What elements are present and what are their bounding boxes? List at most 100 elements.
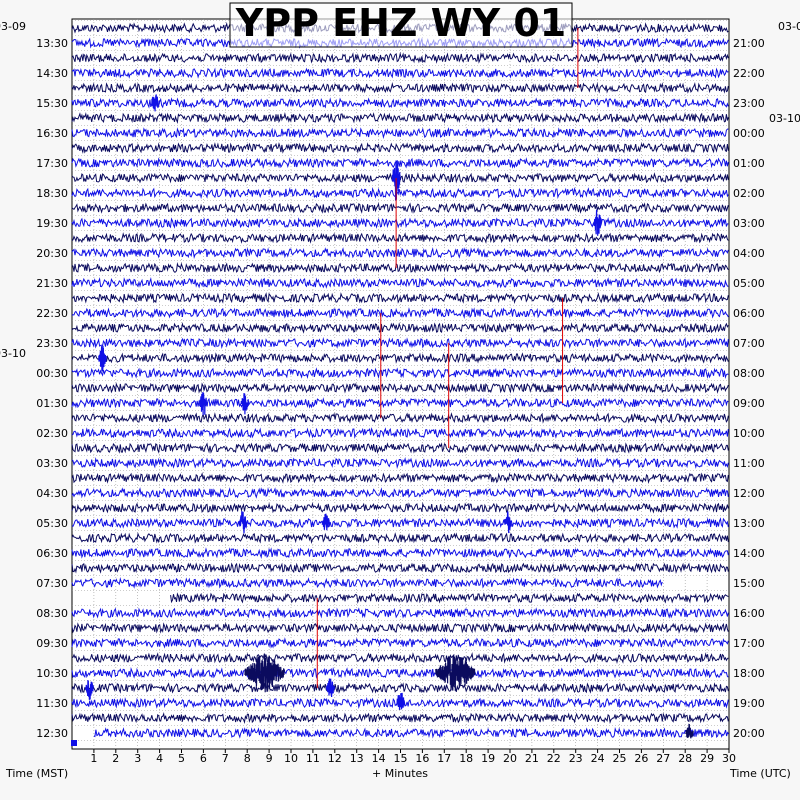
seismic-event xyxy=(685,723,694,739)
left-hour-label: 05:30 xyxy=(36,517,68,530)
x-tick-label: 6 xyxy=(200,752,207,765)
seismic-trace xyxy=(71,622,729,634)
x-tick-label: 17 xyxy=(437,752,451,765)
seismic-trace xyxy=(71,322,729,334)
left-axis-label: Time (MST) xyxy=(5,767,68,780)
seismic-event xyxy=(244,653,285,693)
x-tick-label: 3 xyxy=(134,752,141,765)
right-hour-label: 16:00 xyxy=(733,607,765,620)
left-hour-label: 06:30 xyxy=(36,547,68,560)
seismic-trace xyxy=(71,261,729,274)
seismic-trace xyxy=(71,232,729,244)
seismic-trace xyxy=(71,382,729,394)
left-hour-label: 23:30 xyxy=(36,337,68,350)
seismic-trace xyxy=(71,97,729,109)
right-hour-label: 18:00 xyxy=(733,667,765,680)
seismic-trace xyxy=(71,666,729,679)
x-tick-label: 21 xyxy=(525,752,539,765)
right-hour-label: 01:00 xyxy=(733,157,765,170)
left-hour-label: 20:30 xyxy=(36,247,68,260)
x-tick-label: 9 xyxy=(266,752,273,765)
seismic-trace xyxy=(71,51,729,64)
seismic-trace xyxy=(71,682,729,694)
right-hour-label: 06:00 xyxy=(733,307,765,320)
left-hour-label: 02:30 xyxy=(36,427,68,440)
right-hour-label: 08:00 xyxy=(733,367,765,380)
seismic-trace xyxy=(71,292,729,304)
seismic-trace xyxy=(71,186,729,199)
seismic-trace xyxy=(71,127,729,140)
x-tick-label: 20 xyxy=(503,752,517,765)
right-hour-label: 14:00 xyxy=(733,547,765,560)
right-date-label: 03-09 xyxy=(778,20,800,33)
seismic-trace xyxy=(71,712,729,725)
seismic-trace xyxy=(71,202,729,214)
x-tick-label: 18 xyxy=(459,752,473,765)
left-hour-label: 03:30 xyxy=(36,457,68,470)
right-hour-label: 05:00 xyxy=(733,277,765,290)
seismic-event xyxy=(150,94,160,112)
seismic-trace xyxy=(71,247,729,260)
x-tick-label: 22 xyxy=(547,752,561,765)
left-date-label: 03-09 xyxy=(0,20,26,33)
seismic-trace xyxy=(71,442,729,454)
left-hour-label: 09:30 xyxy=(36,637,68,650)
event-markers xyxy=(71,28,694,746)
right-hour-label: 02:00 xyxy=(733,187,765,200)
seismic-trace xyxy=(71,532,729,544)
right-hour-label: 19:00 xyxy=(733,697,765,710)
left-hour-label: 07:30 xyxy=(36,577,68,590)
seismic-trace xyxy=(71,502,729,514)
seismic-trace xyxy=(71,157,729,169)
right-hour-label: 09:00 xyxy=(733,397,765,410)
seismic-event xyxy=(396,692,405,710)
seismic-trace xyxy=(71,607,729,620)
right-hour-label: 12:00 xyxy=(733,487,765,500)
seismic-trace xyxy=(71,427,729,439)
x-tick-label: 8 xyxy=(244,752,251,765)
right-date-label: 03-10 xyxy=(769,112,800,125)
seismic-trace xyxy=(71,337,729,350)
x-tick-label: 27 xyxy=(656,752,670,765)
seismic-trace xyxy=(71,577,663,589)
x-tick-label: 30 xyxy=(722,752,736,765)
right-hour-label: 03:00 xyxy=(733,217,765,230)
x-tick-label: 19 xyxy=(481,752,495,765)
right-hour-label: 04:00 xyxy=(733,247,765,260)
seismic-trace xyxy=(71,652,729,664)
seismic-event xyxy=(321,513,331,531)
x-tick-label: 15 xyxy=(394,752,408,765)
seismic-trace xyxy=(71,487,729,499)
seismic-trace xyxy=(71,277,729,289)
right-hour-label: 00:00 xyxy=(733,127,765,140)
seismic-event xyxy=(593,209,602,236)
seismic-trace xyxy=(71,412,729,424)
x-tick-label: 5 xyxy=(178,752,185,765)
right-hour-label: 10:00 xyxy=(733,427,765,440)
x-tick-label: 4 xyxy=(156,752,163,765)
left-hour-label: 13:30 xyxy=(36,37,68,50)
left-hour-label: 04:30 xyxy=(36,487,68,500)
seismic-trace xyxy=(71,517,729,529)
chart-title: YPP EHZ WY 01 xyxy=(235,1,567,45)
left-hour-label: 00:30 xyxy=(36,367,68,380)
left-hour-label: 22:30 xyxy=(36,307,68,320)
seismic-trace xyxy=(71,367,729,380)
left-hour-label: 08:30 xyxy=(36,607,68,620)
seismic-event xyxy=(85,680,94,700)
left-hour-label: 12:30 xyxy=(36,727,68,740)
right-hour-label: 15:00 xyxy=(733,577,765,590)
x-tick-label: 23 xyxy=(569,752,583,765)
end-marker xyxy=(71,740,77,746)
right-hour-label: 17:00 xyxy=(733,637,765,650)
x-tick-label: 13 xyxy=(350,752,364,765)
x-tick-label: 14 xyxy=(372,752,386,765)
x-tick-label: 12 xyxy=(328,752,342,765)
left-hour-label: 17:30 xyxy=(36,157,68,170)
title-box: YPP EHZ WY 01 xyxy=(229,1,573,48)
right-hour-label: 23:00 xyxy=(733,97,765,110)
seismic-trace xyxy=(71,472,729,485)
left-hour-label: 14:30 xyxy=(36,67,68,80)
